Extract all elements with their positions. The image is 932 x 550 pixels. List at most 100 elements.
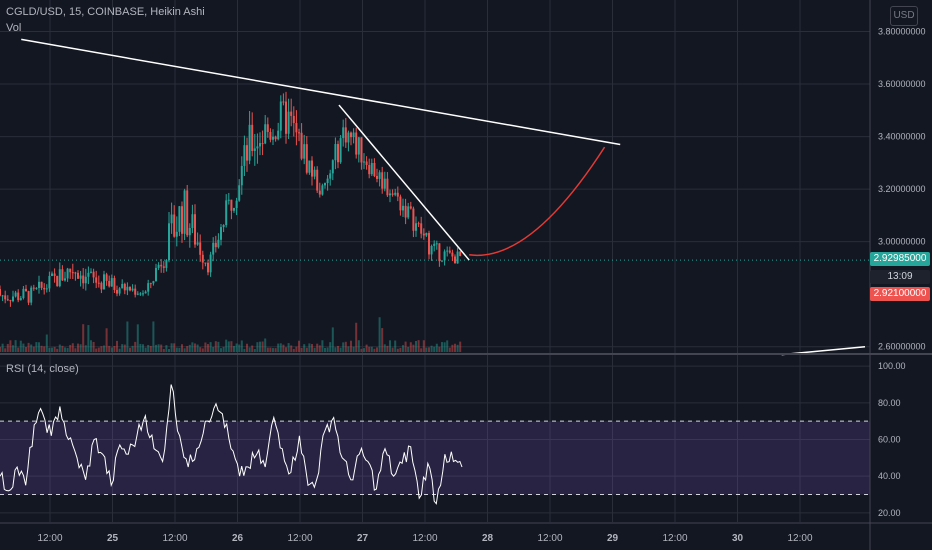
- volume-bar: [6, 343, 9, 352]
- candle-body: [40, 281, 43, 288]
- candle-body: [136, 293, 139, 295]
- candle-body: [53, 273, 56, 276]
- candle-body: [459, 251, 462, 257]
- volume-bar: [196, 344, 199, 352]
- candle-body: [152, 281, 155, 284]
- candle-body: [274, 136, 277, 140]
- candle-body: [415, 223, 417, 231]
- candle-body: [417, 223, 420, 225]
- candle-body: [170, 214, 173, 224]
- volume-bar: [248, 347, 251, 352]
- volume-bar: [118, 348, 121, 352]
- candle-body: [69, 268, 72, 273]
- volume-bar: [155, 344, 157, 352]
- candle-body: [313, 169, 316, 177]
- volume-bar: [45, 334, 48, 352]
- volume-bar: [365, 344, 368, 352]
- volume-bar: [207, 344, 209, 352]
- candle-body: [282, 101, 285, 103]
- time-tick-label: 12:00: [162, 533, 187, 544]
- volume-bar: [144, 347, 147, 352]
- candle-body: [22, 288, 25, 299]
- countdown-tag: 13:09: [870, 270, 930, 284]
- candle-body: [292, 115, 295, 124]
- candle-body: [334, 144, 337, 161]
- candle-body: [454, 256, 456, 264]
- candle-body: [409, 206, 412, 209]
- candle-body: [311, 160, 313, 177]
- volume-bar: [313, 347, 316, 352]
- candle-body: [324, 183, 326, 186]
- candle-body: [74, 272, 77, 274]
- candle-body: [363, 161, 365, 163]
- candle-body: [391, 193, 394, 195]
- volume-bar: [456, 344, 459, 352]
- volume-bar: [295, 346, 298, 352]
- candle-body: [105, 274, 108, 281]
- volume-bar: [279, 343, 282, 352]
- volume-bar: [396, 348, 399, 352]
- volume-bar: [277, 343, 280, 352]
- volume-bar: [212, 346, 215, 352]
- volume-bar: [126, 321, 129, 352]
- rsi-indicator: [0, 384, 870, 505]
- projection-curve: [469, 146, 606, 257]
- rsi-legend[interactable]: RSI (14, close): [6, 363, 79, 375]
- time-tick-label: 26: [232, 533, 244, 544]
- candle-body: [227, 199, 230, 201]
- candle-body: [368, 164, 371, 175]
- volume-bar: [40, 345, 43, 352]
- rsi-band: [0, 421, 870, 495]
- candle-body: [383, 178, 386, 189]
- candle-body: [287, 111, 290, 134]
- candle-body: [118, 288, 121, 294]
- candle-body: [337, 144, 339, 163]
- currency-button[interactable]: USD: [890, 6, 918, 26]
- candle-body: [225, 200, 228, 226]
- candle-body: [113, 278, 116, 290]
- volume-bar: [19, 340, 22, 352]
- volume-bar: [373, 348, 376, 352]
- symbol-legend[interactable]: CGLD/USD, 15, COINBASE, Heikin Ashi: [6, 6, 205, 18]
- candle-body: [43, 287, 46, 290]
- candle-body: [456, 251, 459, 264]
- candle-body: [308, 160, 311, 173]
- candle-body: [142, 293, 144, 295]
- candle-body: [157, 264, 160, 268]
- candle-body: [214, 242, 217, 248]
- candle-body: [305, 144, 308, 173]
- volume-bar: [311, 344, 313, 352]
- volume-bar: [14, 340, 17, 352]
- candle-body: [56, 275, 59, 287]
- volume-bar: [61, 345, 64, 352]
- volume-bar: [344, 341, 347, 352]
- candle-body: [240, 165, 243, 186]
- candle-body: [303, 144, 306, 159]
- candle-body: [422, 233, 425, 236]
- volume-bar: [383, 344, 386, 352]
- rsi-tick-label: 80.00: [878, 398, 901, 408]
- candle-body: [316, 169, 319, 191]
- candle-body: [58, 269, 61, 287]
- volume-bar: [441, 342, 443, 352]
- candle-body: [160, 264, 163, 267]
- volume-bar: [342, 342, 345, 352]
- trendlines[interactable]: [21, 38, 866, 356]
- volume-bar: [266, 347, 269, 352]
- volume-bar: [287, 343, 290, 352]
- candle-body: [61, 269, 64, 281]
- candle-body: [266, 124, 269, 132]
- volume-bar: [32, 346, 35, 352]
- candle-body: [9, 300, 12, 302]
- candle-body: [194, 214, 196, 245]
- candle-body: [253, 148, 256, 152]
- volume-bar: [183, 348, 186, 352]
- volume-bar: [74, 348, 77, 352]
- candle-body: [110, 278, 113, 287]
- candle-body: [183, 190, 186, 234]
- candle-body: [251, 124, 254, 152]
- candle-body: [45, 288, 48, 290]
- volume-legend[interactable]: Vol: [6, 22, 22, 34]
- volume-bar: [435, 343, 438, 352]
